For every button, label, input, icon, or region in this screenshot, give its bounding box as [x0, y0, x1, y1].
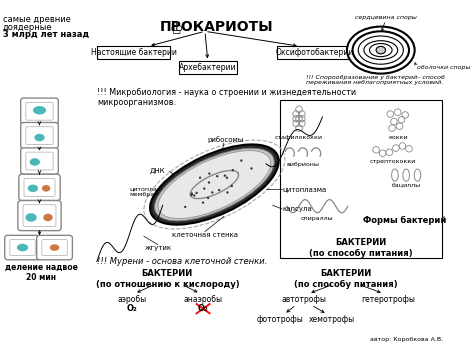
Ellipse shape [29, 158, 40, 166]
FancyBboxPatch shape [280, 100, 442, 258]
Text: аэробы: аэробы [117, 295, 146, 304]
Text: хемотрофы: хемотрофы [309, 315, 355, 324]
FancyBboxPatch shape [179, 61, 237, 73]
FancyBboxPatch shape [36, 235, 73, 260]
Ellipse shape [195, 192, 198, 194]
Text: жгутик: жгутик [145, 246, 172, 251]
Ellipse shape [199, 176, 201, 179]
Ellipse shape [208, 181, 210, 184]
Ellipse shape [376, 47, 385, 54]
Text: гетеротрофы: гетеротрофы [361, 295, 415, 304]
Ellipse shape [184, 206, 186, 208]
Text: БАКТЕРИИ
(по способу питания): БАКТЕРИИ (по способу питания) [294, 269, 398, 289]
Text: капсула: капсула [282, 206, 312, 212]
Ellipse shape [202, 201, 204, 204]
FancyBboxPatch shape [24, 179, 55, 196]
Ellipse shape [358, 36, 403, 64]
FancyBboxPatch shape [21, 148, 58, 174]
Ellipse shape [370, 44, 392, 57]
Text: доядерные: доядерные [3, 23, 53, 32]
Ellipse shape [50, 244, 59, 251]
Ellipse shape [203, 187, 206, 190]
Text: оболочки споры: оболочки споры [417, 65, 470, 70]
Ellipse shape [43, 214, 53, 221]
Text: кокки: кокки [388, 135, 408, 140]
Text: бациллы: бациллы [392, 184, 421, 189]
Ellipse shape [208, 173, 210, 175]
Ellipse shape [193, 194, 195, 197]
Text: рибосомы: рибосомы [208, 136, 244, 143]
Text: Формы бактерий: Формы бактерий [363, 215, 446, 225]
Text: Архебактерии: Архебактерии [179, 63, 237, 72]
Text: цитоплазма: цитоплазма [282, 186, 326, 192]
FancyBboxPatch shape [42, 240, 67, 256]
FancyBboxPatch shape [26, 102, 53, 120]
Ellipse shape [28, 185, 38, 192]
Ellipse shape [211, 191, 213, 193]
Ellipse shape [34, 134, 45, 141]
Ellipse shape [364, 41, 398, 60]
FancyBboxPatch shape [26, 127, 53, 144]
Text: самые древние: самые древние [3, 15, 71, 24]
FancyBboxPatch shape [18, 201, 61, 231]
Ellipse shape [216, 175, 219, 178]
FancyBboxPatch shape [21, 98, 58, 124]
Text: стрептококки: стрептококки [370, 159, 416, 164]
Text: фототрофы: фототрофы [257, 315, 303, 324]
Text: цитоплазматическая
мембрана: цитоплазматическая мембрана [130, 187, 200, 197]
Text: ♔: ♔ [170, 22, 183, 37]
FancyBboxPatch shape [26, 152, 53, 170]
Text: автотрофы: автотрофы [281, 295, 326, 304]
Ellipse shape [250, 167, 253, 170]
Ellipse shape [191, 194, 193, 196]
Text: ДНК: ДНК [150, 168, 165, 174]
Text: БАКТЕРИИ
(по отношению к кислороду): БАКТЕРИИ (по отношению к кислороду) [96, 269, 239, 289]
Text: !!! Микробиология - наука о строении и жизнедеятельности
микроорганизмов.: !!! Микробиология - наука о строении и ж… [97, 88, 356, 107]
Ellipse shape [218, 189, 220, 191]
Ellipse shape [226, 191, 228, 193]
Ellipse shape [150, 144, 279, 225]
FancyBboxPatch shape [277, 47, 353, 59]
Text: анаэробы: анаэробы [183, 295, 223, 304]
Text: деление надвое
20 мин: деление надвое 20 мин [5, 263, 78, 282]
Text: Оксифотобактерии: Оксифотобактерии [276, 48, 354, 57]
Text: клеточная стенка: клеточная стенка [172, 232, 238, 238]
FancyBboxPatch shape [19, 174, 60, 201]
FancyBboxPatch shape [10, 240, 35, 256]
Ellipse shape [26, 213, 36, 222]
Text: спираллы: спираллы [301, 215, 333, 220]
FancyBboxPatch shape [21, 122, 58, 149]
Text: автор: Коробкова А.В.: автор: Коробкова А.В. [370, 337, 443, 342]
Ellipse shape [158, 151, 271, 219]
Text: О₂: О₂ [126, 304, 137, 313]
Text: БАКТЕРИИ
(по способу питания): БАКТЕРИИ (по способу питания) [309, 238, 413, 258]
FancyBboxPatch shape [5, 235, 40, 260]
Ellipse shape [232, 169, 234, 171]
Text: сердцевина споры: сердцевина споры [355, 15, 416, 20]
Ellipse shape [240, 159, 243, 162]
Text: Настоящие бактерии: Настоящие бактерии [91, 48, 176, 57]
Ellipse shape [353, 31, 409, 69]
Text: ПРОКАРИОТЫ: ПРОКАРИОТЫ [159, 20, 273, 34]
FancyBboxPatch shape [97, 47, 170, 59]
Ellipse shape [347, 27, 415, 73]
Ellipse shape [155, 148, 274, 221]
Ellipse shape [42, 185, 50, 192]
Ellipse shape [17, 244, 28, 251]
Ellipse shape [207, 197, 210, 199]
Text: !!! Мурени - основа клеточной стенки.: !!! Мурени - основа клеточной стенки. [97, 257, 267, 266]
Ellipse shape [226, 176, 228, 179]
Ellipse shape [230, 185, 233, 187]
Text: 3 млрд лет назад: 3 млрд лет назад [3, 30, 89, 39]
Text: О₂: О₂ [198, 304, 209, 313]
FancyBboxPatch shape [23, 205, 56, 226]
Text: !!! Спорообразование у бактерий– способ
переживания неблагоприятных условий.: !!! Спорообразование у бактерий– способ … [306, 75, 445, 85]
Ellipse shape [191, 192, 193, 195]
Ellipse shape [33, 106, 46, 115]
Text: вибрионы: вибрионы [286, 162, 319, 167]
Text: стафилококки: стафилококки [275, 135, 323, 140]
Ellipse shape [224, 174, 226, 177]
